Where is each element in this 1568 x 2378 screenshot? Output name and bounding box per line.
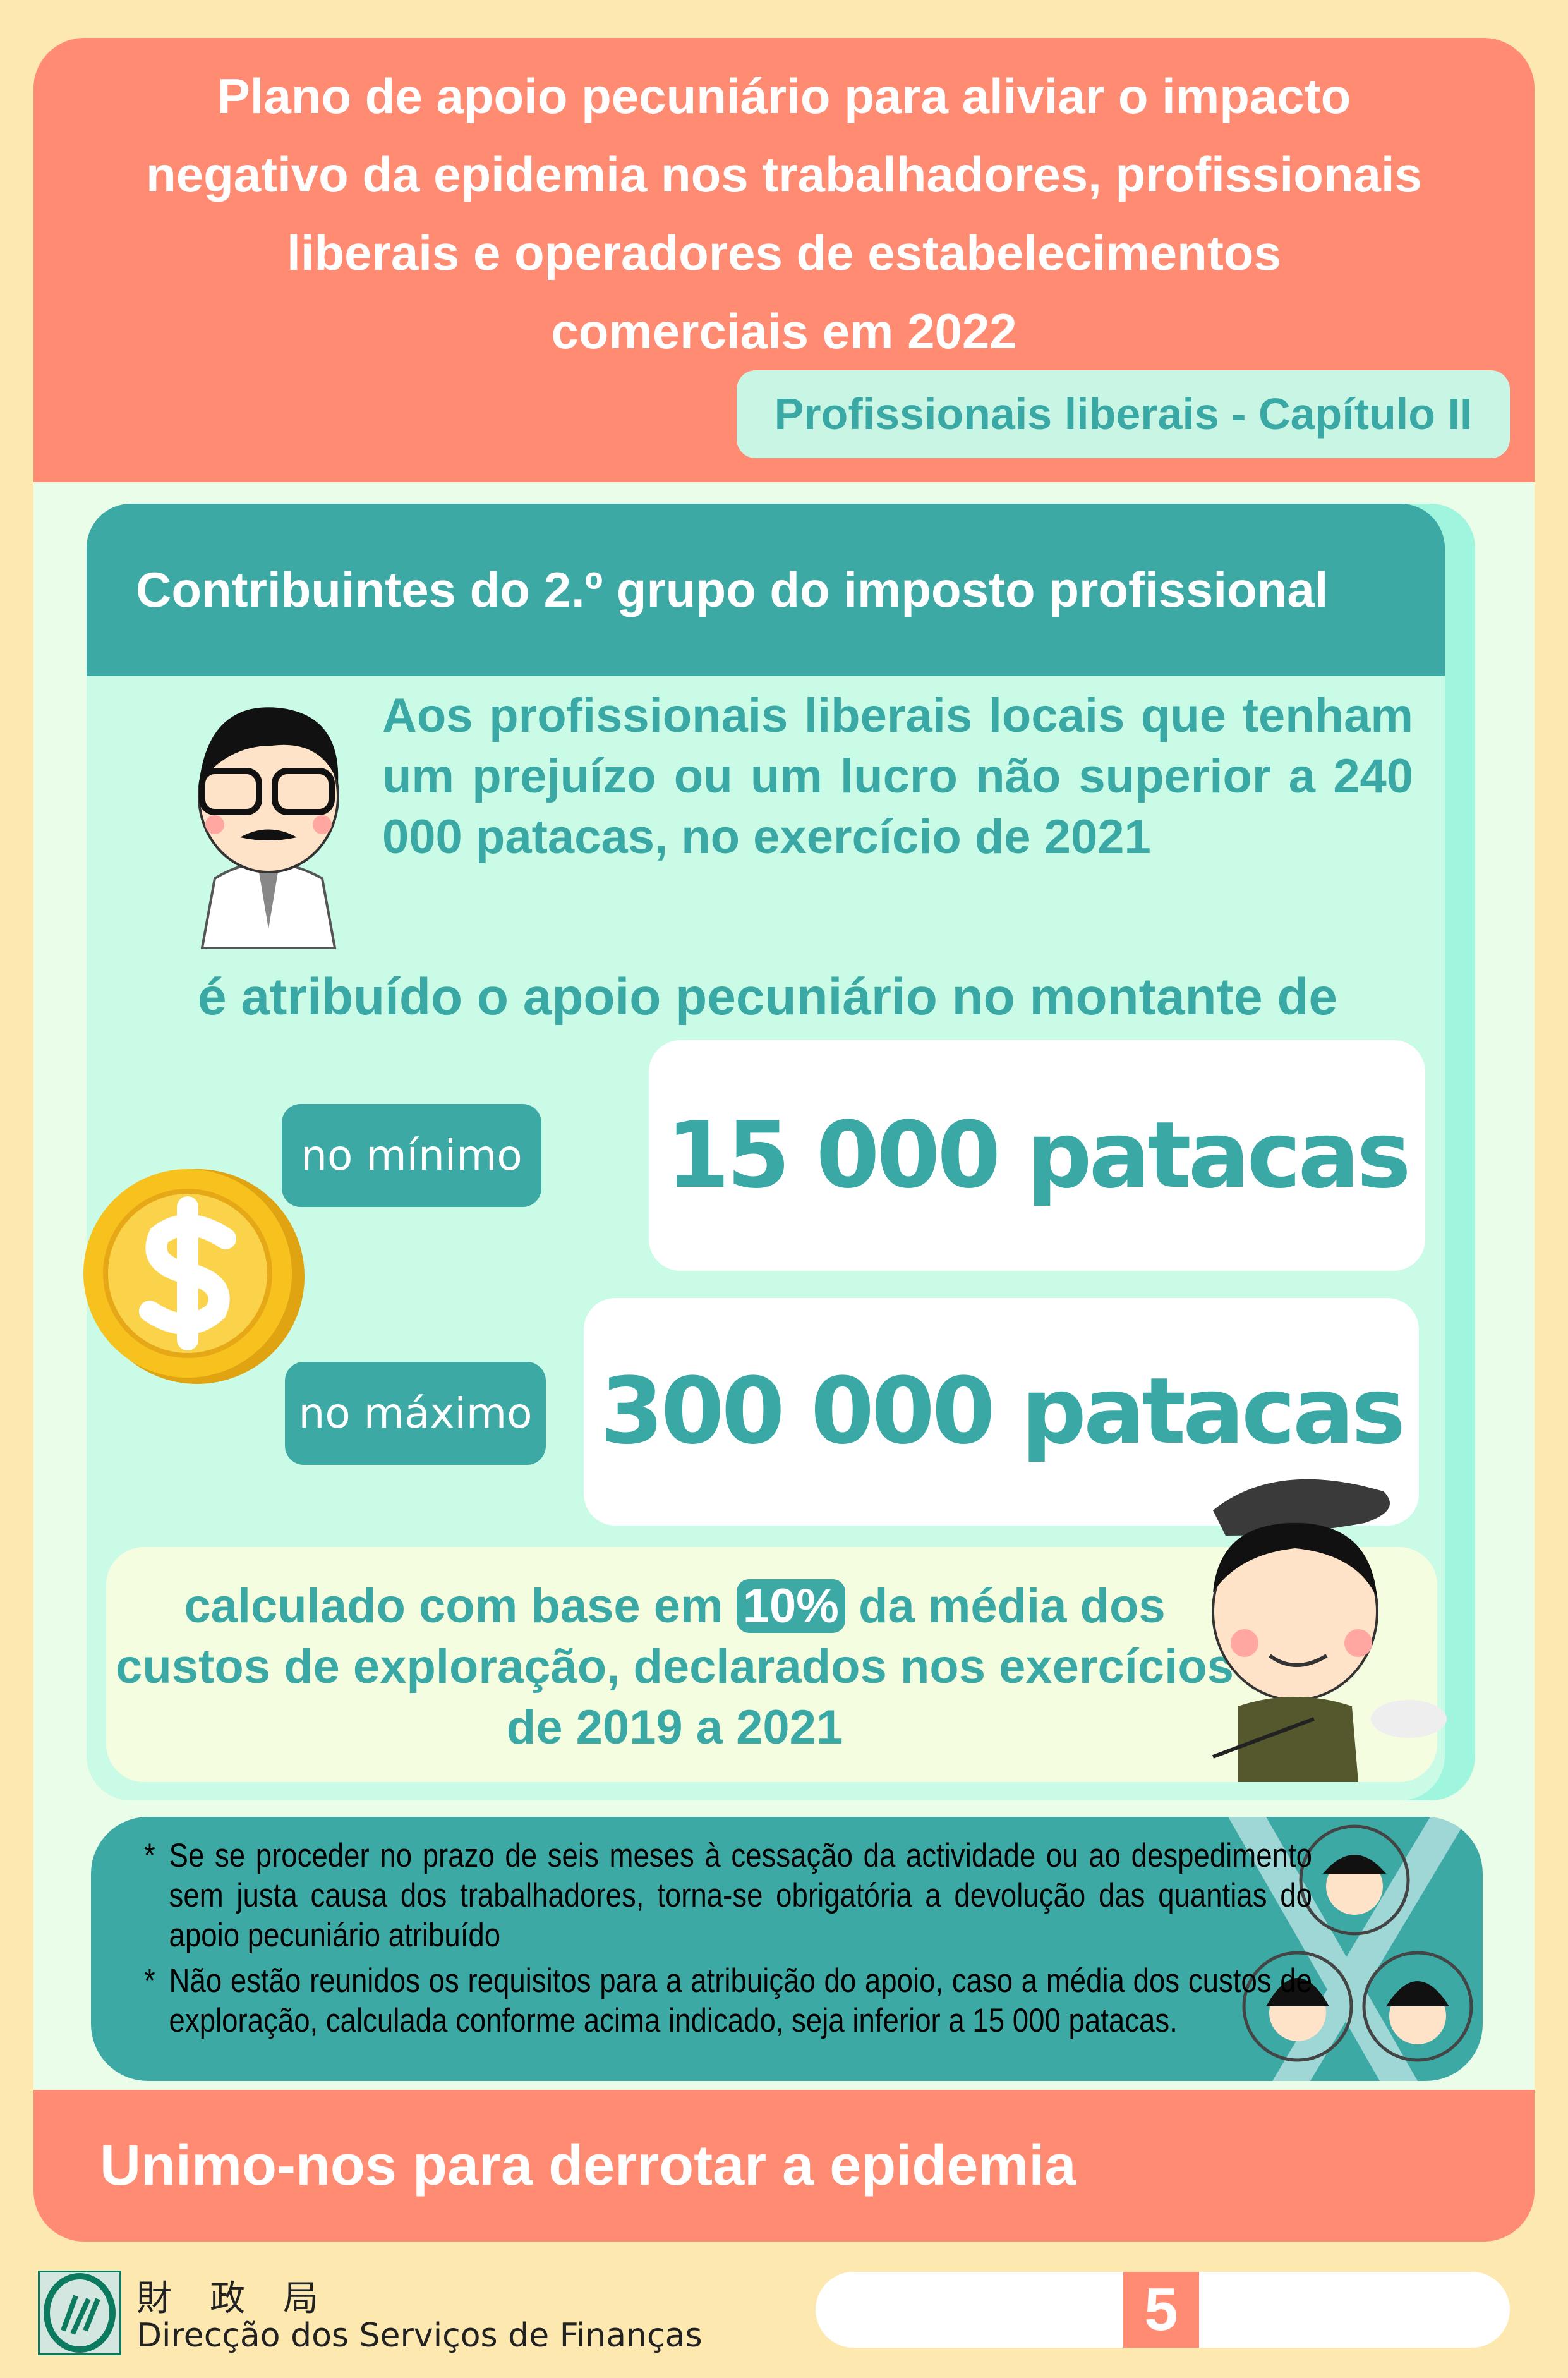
dsf-logo-icon	[38, 2271, 121, 2355]
org-name-portuguese: Direcção dos Serviços de Finanças	[136, 2317, 703, 2355]
minimum-amount: 15 000 patacas	[649, 1040, 1425, 1271]
note-text: Não estão reunidos os requisitos para a …	[169, 1962, 1312, 2039]
maximum-label: no máximo	[285, 1362, 546, 1465]
title-line: comerciais em 2022	[551, 303, 1017, 359]
gold-coin-dollar-icon	[83, 1169, 305, 1384]
card-heading: Contribuintes do 2.º grupo do imposto pr…	[87, 504, 1445, 676]
chapter-subtitle: Profissionais liberais - Capítulo II	[737, 370, 1510, 458]
eligibility-text: Aos profissionais liberais locais que te…	[382, 689, 1413, 864]
calc-text-before: calculado com base em	[184, 1579, 723, 1633]
asterisk-icon: *	[144, 1962, 155, 1999]
note-text: Se se proceder no prazo de seis meses à …	[169, 1837, 1312, 1954]
title-line: negativo da epidemia nos trabalhadores, …	[146, 147, 1422, 202]
title-line: Plano de apoio pecuniário para aliviar o…	[217, 68, 1351, 124]
calculation-text: calculado com base em 10% da média dos c…	[106, 1576, 1243, 1758]
page-title: Plano de apoio pecuniário para aliviar o…	[33, 57, 1535, 370]
note-item: * Se se proceder no prazo de seis meses à…	[144, 1836, 1312, 1955]
cross-faces-illustration-icon	[1228, 1817, 1473, 2081]
doctor-character-icon	[198, 707, 339, 949]
org-name-chinese: 財政局	[136, 2278, 356, 2319]
note-item: * Não estão reunidos os requisitos para a…	[144, 1961, 1312, 2041]
minimum-label: no mínimo	[282, 1104, 541, 1207]
slogan-banner: Unimo-nos para derrotar a epidemia	[33, 2090, 1535, 2242]
title-line: liberais e operadores de estabelecimento…	[287, 225, 1281, 281]
asterisk-icon: *	[144, 1837, 155, 1874]
calc-text-after: da média dos custos de exploração, decla…	[116, 1579, 1234, 1754]
percent-badge: 10%	[736, 1579, 845, 1633]
award-text: é atribuído o apoio pecuniário no montan…	[197, 968, 1338, 1026]
notes-box: * Se se proceder no prazo de seis meses à…	[91, 1817, 1483, 2081]
painter-character-icon	[1212, 1479, 1447, 1782]
page-number: 5	[1123, 2272, 1199, 2348]
